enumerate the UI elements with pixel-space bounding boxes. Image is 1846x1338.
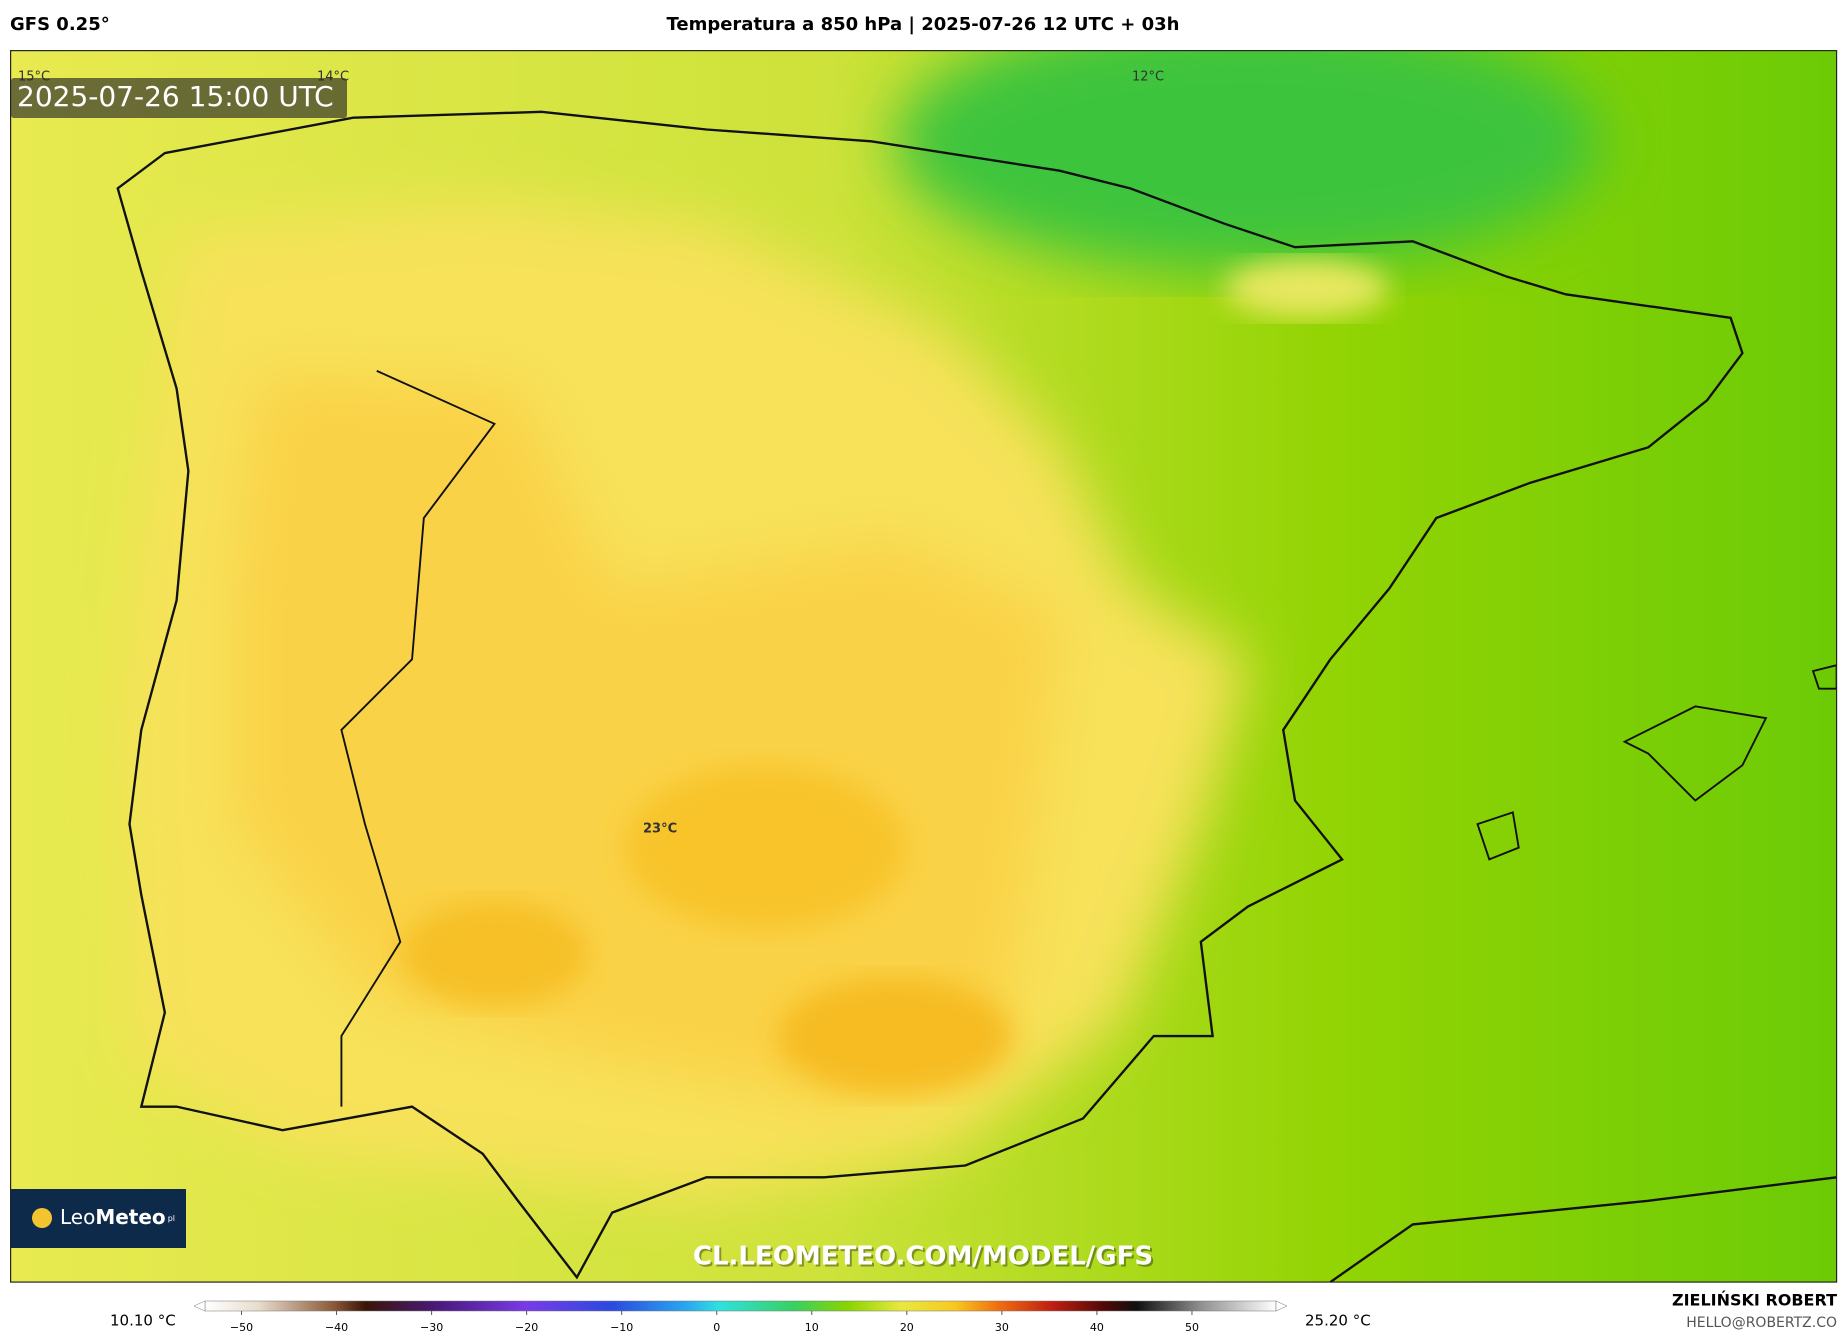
- colorbar-tick-label: −50: [230, 1321, 253, 1334]
- colorbar-tick-label: 40: [1090, 1321, 1104, 1334]
- colorbar-tick-label: 0: [713, 1321, 720, 1334]
- logo-meteo: Meteo: [95, 1205, 165, 1229]
- map-frame: [10, 50, 1838, 1283]
- isotherm-label: 23°C: [643, 822, 677, 837]
- map: [10, 50, 1838, 1283]
- colorbar-tick-label: −40: [325, 1321, 348, 1334]
- hot-core: [623, 765, 907, 931]
- colorbar-tick-label: 20: [900, 1321, 914, 1334]
- valid-time: 2025-07-26 15:00 UTC: [17, 80, 334, 113]
- warm-core: [1224, 259, 1390, 318]
- colorbar-bar: [204, 1300, 1277, 1312]
- colorbar-extend: [193, 1300, 206, 1312]
- logo-suffix: pl: [168, 1214, 175, 1223]
- author: ZIELIŃSKI ROBERT: [1672, 1291, 1837, 1310]
- hot-core: [777, 977, 1013, 1095]
- watermark-shadow: CL.LEOMETEO.COM/MODEL/GFS: [695, 1244, 1155, 1274]
- colorbar-tick-label: 50: [1185, 1321, 1199, 1334]
- isotherm-label: 12°C: [1132, 70, 1164, 85]
- map-title: Temperatura a 850 hPa | 2025-07-26 12 UT…: [666, 14, 1179, 35]
- min-value: 10.10 °C: [110, 1312, 176, 1330]
- logo-sun: [32, 1208, 52, 1228]
- border: [340, 369, 496, 1107]
- colorbar: −50 −40 −30 −20 −10 0 10 20 30 40 50: [193, 1300, 1288, 1334]
- colorbar-tick-label: −10: [610, 1321, 633, 1334]
- model-name: GFS 0.25°: [10, 14, 110, 35]
- coastline: [116, 110, 1744, 1280]
- time-box: [11, 78, 347, 118]
- island: [1811, 664, 1837, 690]
- watermark: CL.LEOMETEO.COM/MODEL/GFS: [693, 1242, 1153, 1272]
- colorbar-tick-label: −20: [515, 1321, 538, 1334]
- logo: LeoMeteo pl: [60, 1205, 175, 1229]
- coastline: [1329, 1176, 1837, 1283]
- hot-core: [400, 900, 589, 1007]
- email: HELLO@ROBERTZ.CO: [1686, 1315, 1837, 1331]
- colorbar-tick-label: 30: [995, 1321, 1009, 1334]
- max-value: 25.20 °C: [1305, 1312, 1371, 1330]
- colorbar-extend: [1275, 1300, 1288, 1312]
- cool-area: [894, 50, 1602, 271]
- logo-leo: Leo: [60, 1205, 95, 1229]
- island: [1476, 811, 1520, 861]
- colorbar-tick-label: 10: [805, 1321, 819, 1334]
- colorbar-tick-label: −30: [420, 1321, 443, 1334]
- island: [1622, 705, 1768, 802]
